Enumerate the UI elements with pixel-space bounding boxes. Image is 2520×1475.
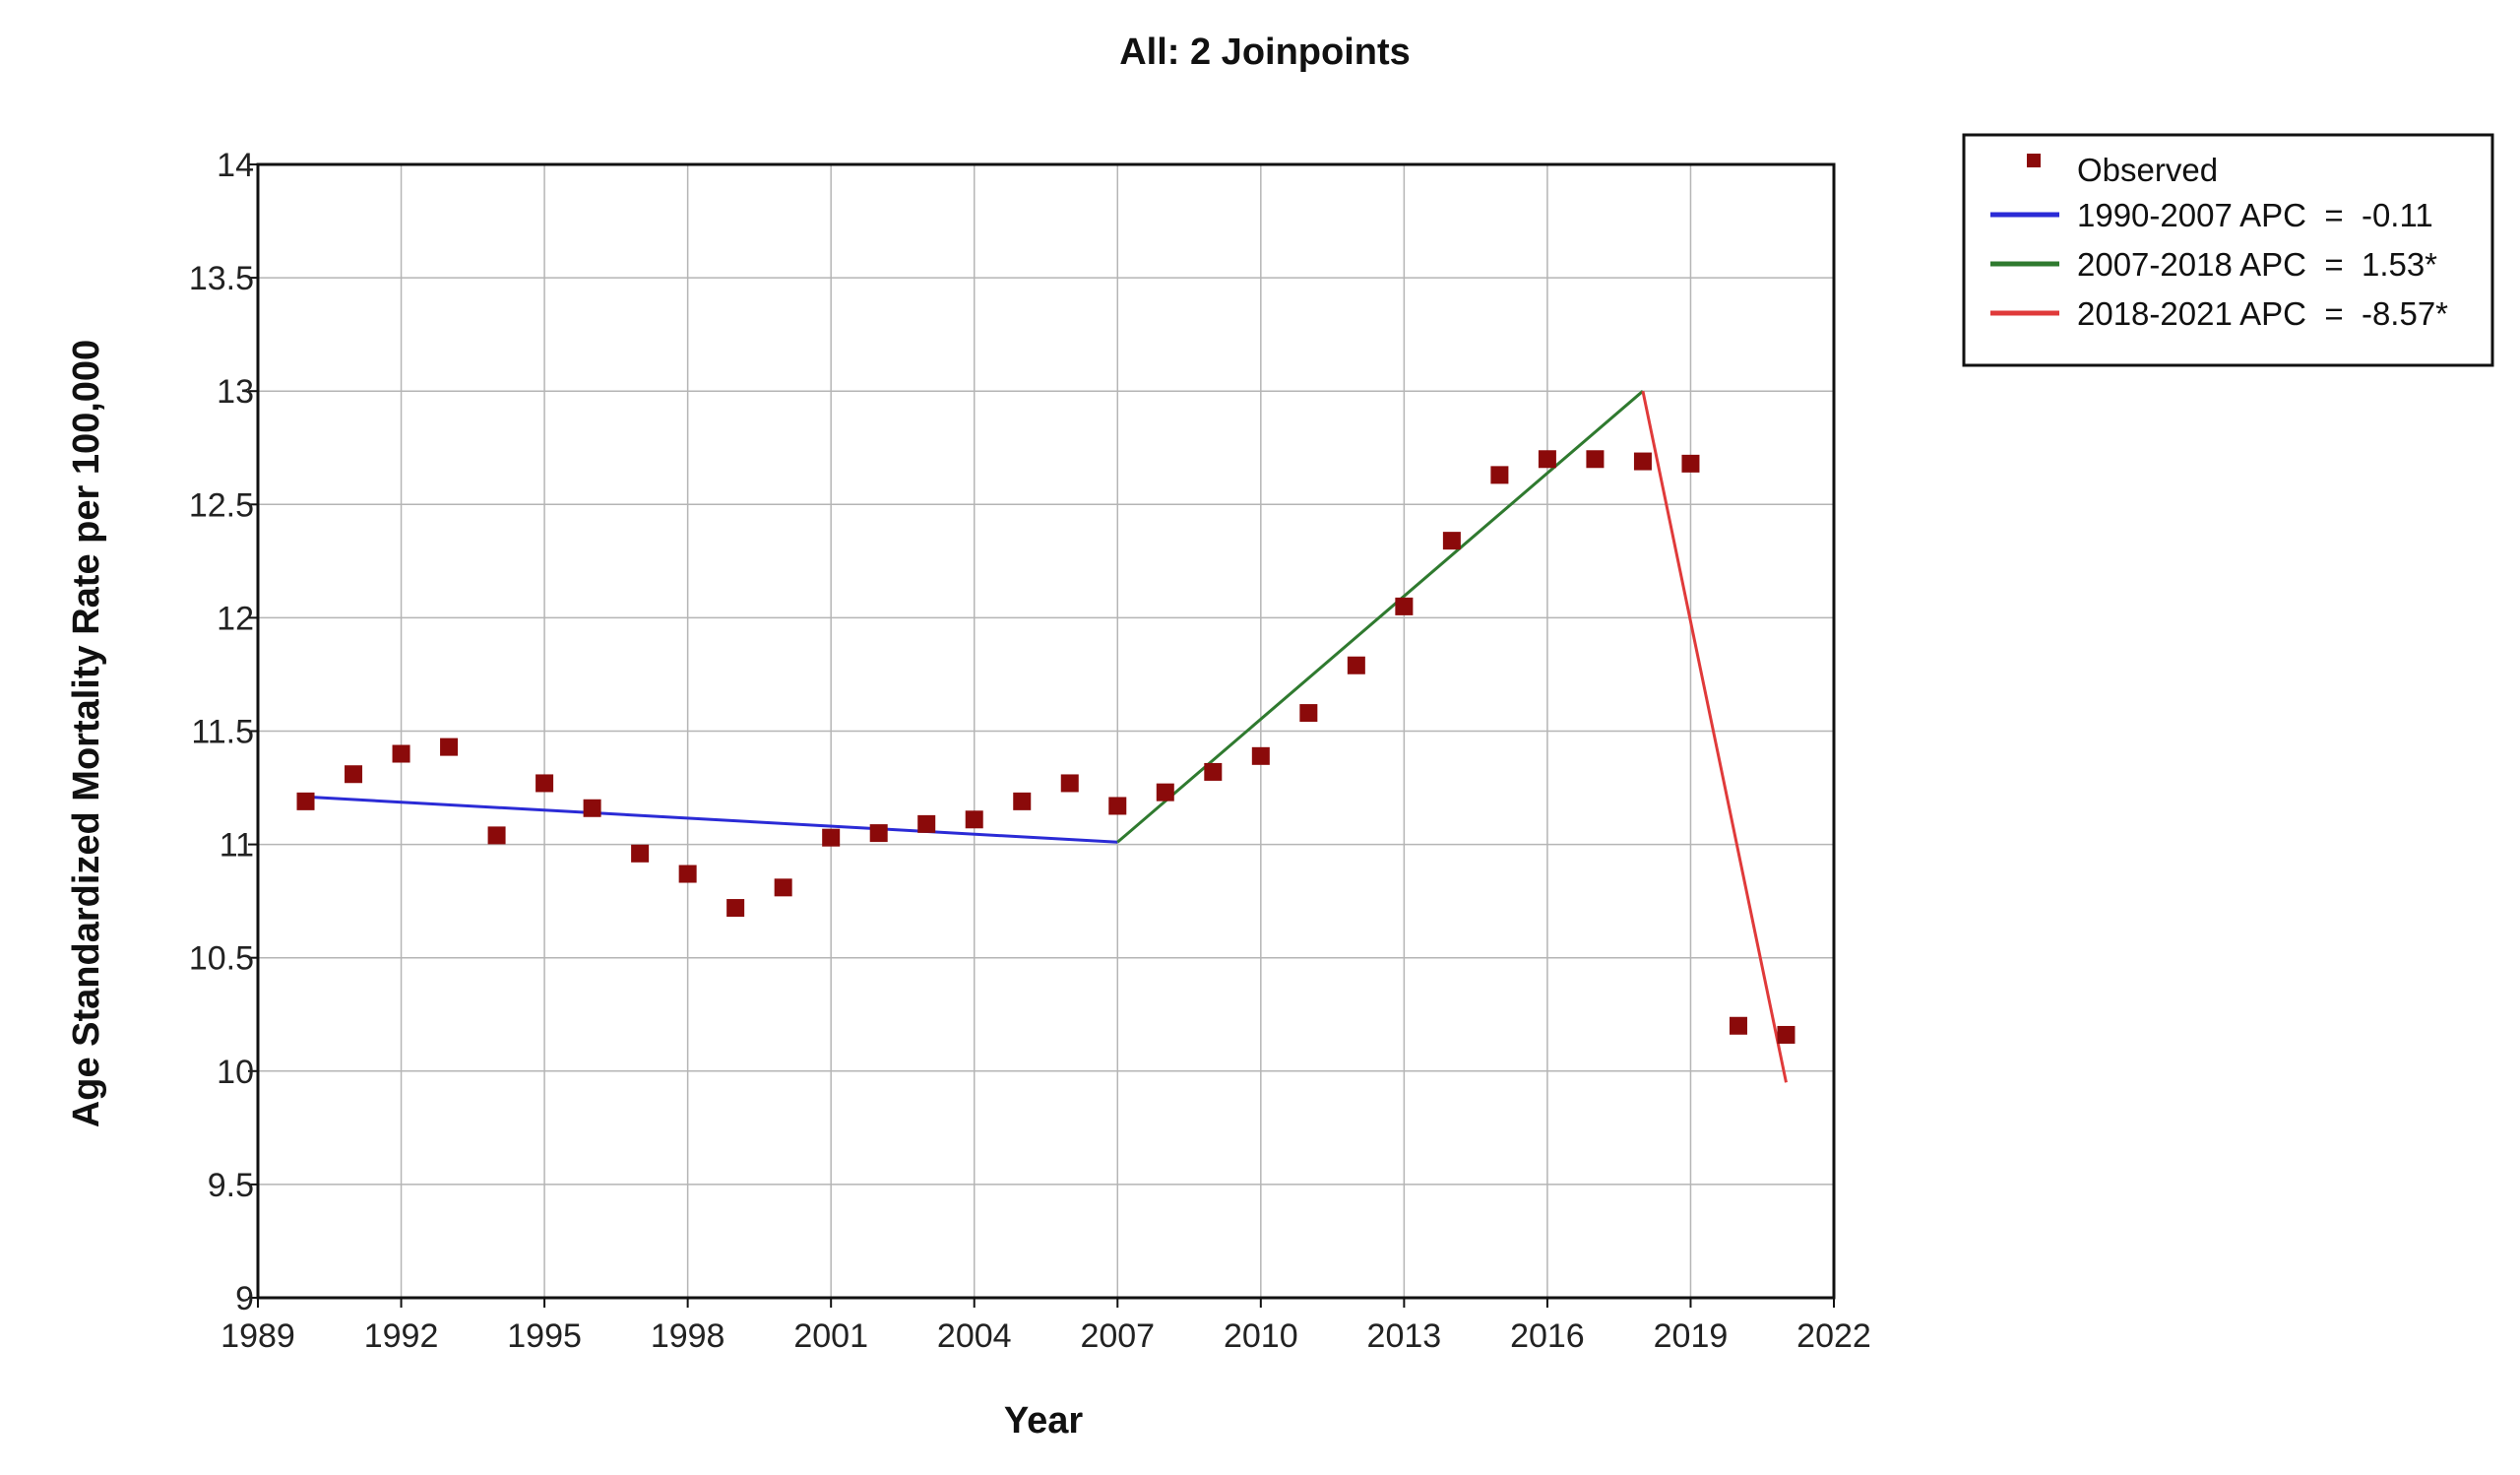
x-tick-label: 2010 — [1224, 1317, 1298, 1355]
observed-point — [1108, 797, 1127, 815]
observed-point — [1729, 1016, 1747, 1035]
y-tick-label: 9.5 — [208, 1167, 254, 1204]
plot-frame — [256, 162, 1836, 1300]
observed-point — [1251, 746, 1270, 765]
observed-point — [1538, 450, 1556, 469]
legend-observed-label: Observed — [2077, 152, 2218, 188]
x-tick-label: 2019 — [1654, 1317, 1729, 1355]
observed-point — [774, 878, 792, 897]
observed-point — [1204, 762, 1223, 781]
observed-point — [1347, 656, 1365, 674]
observed-point — [296, 792, 315, 810]
x-axis-title: Year — [1004, 1400, 1084, 1442]
y-tick-label: 10 — [217, 1054, 254, 1091]
y-axis-ticks: 9 9.5 10 10.5 11 11.5 12 12.5 13 13.5 14 — [189, 147, 258, 1317]
observed-point — [965, 810, 983, 829]
observed-point — [1395, 597, 1414, 615]
legend-segment-1-label: 1990-2007 APC = -0.11 — [2077, 197, 2433, 233]
observed-point — [869, 824, 888, 843]
x-tick-label: 2007 — [1080, 1317, 1155, 1355]
observed-point — [1777, 1025, 1796, 1044]
grid-lines — [257, 163, 1835, 1299]
observed-point — [1586, 450, 1605, 469]
y-tick-label: 13 — [217, 373, 254, 411]
observed-point — [1013, 792, 1032, 810]
observed-point — [1156, 783, 1174, 802]
legend-box — [1962, 133, 2494, 367]
y-tick-label: 12 — [217, 600, 254, 637]
observed-point — [1442, 532, 1461, 550]
observed-point — [1299, 704, 1318, 723]
observed-point — [822, 828, 841, 847]
legend-items: Observed 1990-2007 APC = -0.11 2007-2018 A… — [1990, 152, 2448, 332]
observed-point — [536, 774, 554, 793]
observed-point — [678, 865, 697, 883]
observed-point — [726, 899, 745, 918]
observed-point — [1490, 466, 1509, 484]
trend-segments — [305, 390, 1788, 1083]
observed-point — [1633, 452, 1652, 471]
trend-segment-3 — [1641, 390, 1788, 1083]
x-tick-label: 2022 — [1796, 1317, 1871, 1355]
observed-point — [1681, 454, 1700, 473]
trend-segment-1 — [305, 795, 1118, 844]
x-tick-label: 2001 — [793, 1317, 868, 1355]
legend-observed-marker — [2027, 154, 2041, 167]
y-tick-label: 9 — [235, 1280, 254, 1317]
observed-point — [440, 738, 459, 756]
x-tick-label: 2013 — [1367, 1317, 1442, 1355]
observed-point — [583, 799, 601, 817]
observed-point — [487, 826, 506, 845]
observed-point — [1060, 774, 1079, 793]
trend-segment-2 — [1116, 390, 1644, 844]
x-tick-label: 1992 — [364, 1317, 439, 1355]
x-tick-label: 2004 — [937, 1317, 1012, 1355]
y-tick-label: 12.5 — [189, 486, 254, 524]
legend-segment-3-label: 2018-2021 APC = -8.57* — [2077, 295, 2448, 332]
x-tick-label: 1998 — [651, 1317, 725, 1355]
observed-point — [392, 744, 410, 763]
x-tick-label: 1989 — [220, 1317, 295, 1355]
chart-title: All: 2 Joinpoints — [1119, 32, 1411, 73]
x-tick-label: 2016 — [1510, 1317, 1585, 1355]
y-axis-title: Age Standardized Mortality Rate per 100,… — [66, 340, 107, 1127]
x-tick-label: 1995 — [507, 1317, 582, 1355]
legend: Observed 1990-2007 APC = -0.11 2007-2018 A… — [1962, 133, 2494, 367]
y-tick-label: 10.5 — [189, 940, 254, 978]
observed-points — [296, 450, 1796, 1044]
legend-segment-2-label: 2007-2018 APC = 1.53* — [2077, 246, 2437, 283]
y-tick-label: 13.5 — [189, 260, 254, 297]
y-tick-label: 11.5 — [191, 714, 254, 751]
observed-point — [917, 814, 936, 833]
observed-point — [631, 844, 650, 863]
observed-point — [345, 765, 363, 784]
x-axis-ticks: 1989 1992 1995 1998 2001 2004 2007 2010 2013 2016… — [220, 1298, 1871, 1355]
y-tick-label: 11 — [220, 827, 254, 865]
y-tick-label: 14 — [217, 147, 254, 184]
